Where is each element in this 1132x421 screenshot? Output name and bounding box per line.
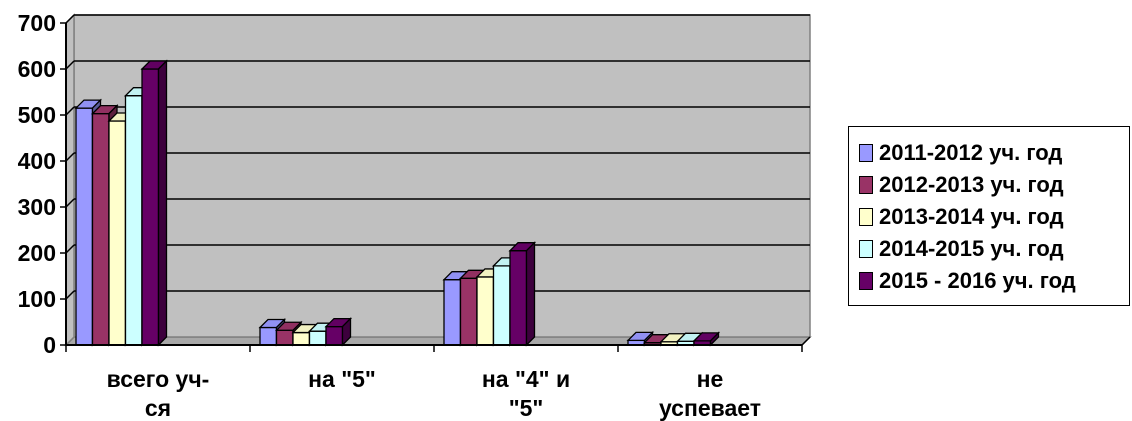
gridline-depth	[65, 198, 75, 208]
x-category-labels: всего уч-ся на "5" на "4" и "5" не успевает	[107, 366, 761, 421]
legend: 2011-2012 уч. год 2012-2013 уч. год 2013-2…	[848, 126, 1130, 306]
gridline-depth	[65, 152, 75, 162]
legend-item: 2013-2014 уч. год	[859, 203, 1064, 231]
legend-swatch	[859, 208, 873, 226]
y-tick-label: 0	[43, 332, 56, 358]
y-tick-labels: 0 100 200 300 400 500 600 700	[18, 10, 56, 358]
bar-1-4	[324, 317, 353, 347]
plot-back-wall	[65, 14, 811, 346]
legend-item: 2014-2015 уч. год	[859, 235, 1064, 263]
plot-wall	[65, 13, 811, 347]
x-category-label-2: на "4" и "5"	[482, 366, 570, 421]
x-category-label-3: не успевает	[659, 366, 761, 421]
x-axis-depth	[801, 336, 811, 346]
legend-swatch	[859, 272, 873, 290]
y-tick-label: 600	[18, 56, 56, 82]
legend-label: 2011-2012 уч. год	[879, 140, 1063, 165]
gridline-depth	[65, 244, 75, 254]
bar-0-4	[140, 59, 169, 347]
y-tick-label: 700	[18, 10, 56, 36]
legend-item: 2011-2012 уч. год	[859, 139, 1062, 167]
gridline-depth	[65, 14, 75, 24]
x-category-label-1: на "5"	[308, 366, 376, 392]
y-tick-label: 200	[18, 240, 56, 266]
legend-label: 2012-2013 уч. год	[879, 172, 1064, 197]
y-tick-label: 100	[18, 286, 56, 312]
legend-label: 2013-2014 уч. год	[879, 204, 1064, 229]
legend-item: 2015 - 2016 уч. год	[859, 267, 1076, 295]
gridline-depth	[65, 106, 75, 116]
axes	[60, 22, 811, 352]
y-tick-label: 500	[18, 102, 56, 128]
x-category-label-0: всего уч-ся	[107, 366, 210, 421]
y-tick-label: 300	[18, 194, 56, 220]
legend-label: 2015 - 2016 уч. год	[879, 268, 1076, 293]
legend-swatch	[859, 240, 873, 258]
gridline-depth	[65, 290, 75, 300]
legend-label: 2014-2015 уч. год	[879, 236, 1064, 261]
bars	[74, 59, 721, 347]
gridline-depth	[65, 60, 75, 70]
y-tick-label: 400	[18, 148, 56, 174]
bar-chart: 0 100 200 300 400 500 600 700 всего уч-ся на "5"…	[18, 10, 812, 421]
bar-2-4	[508, 241, 537, 347]
legend-swatch	[859, 144, 873, 162]
legend-item: 2012-2013 уч. год	[859, 171, 1064, 199]
gridlines	[65, 14, 810, 300]
legend-swatch	[859, 176, 873, 194]
